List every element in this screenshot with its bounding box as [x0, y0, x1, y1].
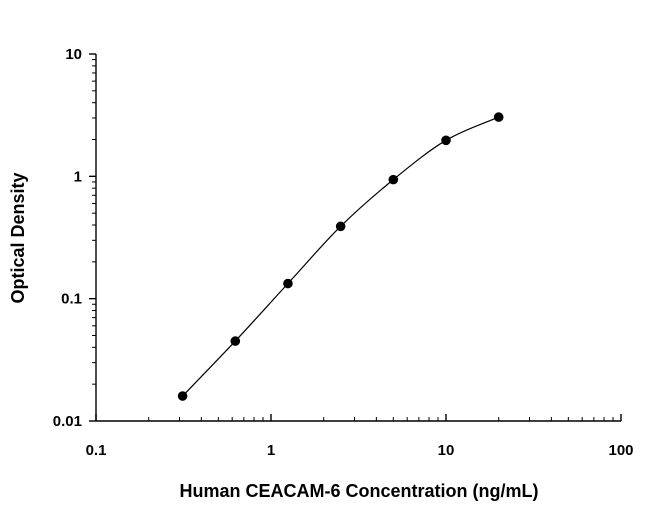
data-point	[283, 278, 293, 289]
x-tick-label: 1	[267, 442, 275, 459]
x-tick-label: 10	[438, 442, 455, 459]
data-point	[441, 135, 451, 146]
y-tick-label: 10	[65, 46, 82, 63]
data-points	[177, 112, 504, 401]
fit-curve	[182, 116, 499, 397]
data-point	[230, 336, 241, 346]
x-axis-title: Human CEACAM-6 Concentration (ng/mL)	[180, 481, 539, 501]
data-point	[335, 221, 346, 232]
x-tick-label: 0.1	[86, 442, 107, 459]
y-axis-title: Optical Density	[8, 172, 28, 303]
y-tick-label: 1	[74, 168, 82, 185]
data-point	[177, 391, 188, 401]
ticks	[89, 53, 622, 422]
data-point	[388, 174, 399, 185]
y-tick-label: 0.01	[53, 413, 82, 430]
data-point	[493, 112, 504, 122]
x-tick-label: 100	[608, 442, 633, 459]
y-tick-label: 0.1	[61, 291, 82, 308]
